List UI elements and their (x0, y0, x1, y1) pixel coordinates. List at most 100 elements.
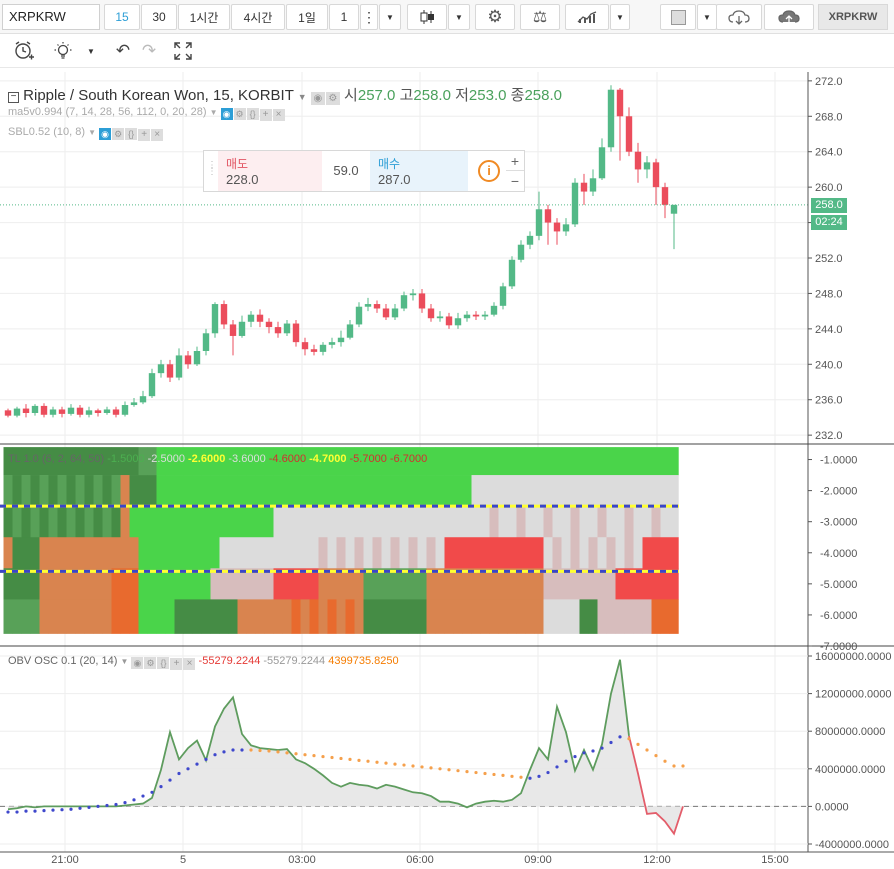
indicators-dropdown-icon[interactable]: ▼ (610, 4, 630, 30)
alert-clock-icon[interactable] (4, 38, 44, 64)
heatmap-cell (318, 599, 328, 634)
candle-body (274, 327, 282, 334)
heatmap-cell (462, 599, 472, 634)
candle-body (337, 337, 345, 343)
interval-1h-button[interactable]: 1시간 (178, 4, 230, 30)
exchange-tag[interactable]: XRPKRW (818, 4, 888, 30)
undo-arrow-icon[interactable]: ↶ (115, 41, 131, 60)
ma-add-icon[interactable]: + (259, 109, 272, 121)
sbl-source-icon[interactable]: {} (125, 128, 138, 140)
heatmap-cell (336, 568, 346, 600)
candle-body (4, 410, 12, 416)
sell-button[interactable]: 매도 228.0 (218, 151, 322, 191)
interval-30-button[interactable]: 30 (141, 4, 177, 30)
settings-icon[interactable]: ⚙ (325, 92, 340, 105)
heatmap-cell (417, 475, 427, 507)
theme-dropdown-icon[interactable]: ▼ (87, 46, 95, 56)
buy-button[interactable]: 매수 287.0 (370, 151, 468, 191)
sbl-eye-icon[interactable]: ◉ (99, 128, 112, 140)
heatmap-cell (453, 568, 463, 600)
heatmap-cell (255, 475, 265, 507)
heatmap-cell (435, 506, 445, 538)
obv-eye-icon[interactable]: ◉ (131, 657, 144, 669)
redo-arrow-icon[interactable]: ↷ (141, 41, 157, 60)
signal-dot (483, 771, 487, 776)
indicators-icon[interactable] (565, 4, 609, 30)
collapse-icon[interactable]: − (8, 92, 19, 103)
sbl-settings-icon[interactable]: ⚙ (112, 128, 125, 140)
obv-value: -55279.2244 (198, 655, 264, 667)
qty-minus-button[interactable]: − (510, 173, 520, 189)
heatmap-cell (93, 506, 103, 538)
obv-source-icon[interactable]: {} (157, 657, 170, 669)
cloud-download-icon[interactable] (716, 4, 762, 30)
fullscreen-icon[interactable] (168, 38, 198, 64)
ma-legend[interactable]: ma5v0.994 (7, 14, 28, 56, 112, 0, 20, 28… (8, 106, 285, 121)
interval-15-button[interactable]: 15 (104, 4, 140, 30)
signal-dot (159, 785, 163, 789)
signal-dot (627, 737, 631, 741)
interval-dropdown-icon[interactable]: ▼ (379, 4, 401, 30)
ma-eye-icon[interactable]: ◉ (220, 108, 233, 120)
candle-body (121, 405, 129, 415)
heatmap-cell (75, 447, 85, 476)
price-tick-label: 268.0 (815, 111, 843, 123)
heatmap-cell (435, 475, 445, 507)
visibility-eye-icon[interactable]: ◉ (310, 92, 325, 105)
heatmap-cell (435, 599, 445, 634)
signal-dot (564, 759, 568, 763)
interval-4h-button[interactable]: 4시간 (231, 4, 285, 30)
heatmap-cell (408, 568, 418, 600)
drag-handle-icon[interactable]: ⋮ ⋮ (207, 160, 217, 177)
heatmap-cell (633, 506, 643, 538)
tl-legend[interactable]: TL 1.0 (6, 2, 64, 50) -1.5000 -2.5000 -2… (8, 453, 427, 465)
close-value: 258.0 (524, 87, 562, 104)
settings-gear-icon[interactable]: ⚙ (475, 4, 515, 30)
interval-custom-button[interactable]: 1 (329, 4, 359, 30)
sbl-legend[interactable]: SBL0.52 (10, 8) ▼ ◉ ⚙{} + × (8, 126, 164, 141)
heatmap-cell (138, 568, 148, 600)
compare-scale-icon[interactable]: ⚖ (520, 4, 560, 30)
ma-settings-icon[interactable]: ⚙ (233, 108, 246, 120)
obv-close-icon[interactable]: × (183, 658, 196, 670)
candle-style-dropdown-icon[interactable]: ▼ (448, 4, 470, 30)
heatmap-cell (390, 537, 400, 569)
heatmap-cell (12, 537, 22, 569)
heatmap-cell (480, 506, 490, 538)
heatmap-cell (399, 599, 409, 634)
heatmap-cell (543, 568, 553, 600)
heatmap-cell (57, 475, 67, 507)
more-intervals-icon[interactable]: ⋮ (360, 4, 378, 30)
obv-legend[interactable]: OBV OSC 0.1 (20, 14) ▼ ◉ ⚙{} + × -55279.224… (8, 655, 399, 670)
theme-lightbulb-icon[interactable] (48, 38, 78, 64)
symbol-input[interactable]: XRPKRW (2, 4, 100, 30)
candle-style-icon[interactable] (407, 4, 447, 30)
heatmap-cell (480, 568, 490, 600)
candle-body (553, 222, 561, 232)
heatmap-cell (273, 568, 283, 600)
heatmap-cell (669, 475, 679, 507)
ma-close-icon[interactable]: × (272, 109, 285, 121)
qty-plus-button[interactable]: + (506, 152, 524, 171)
sbl-add-icon[interactable]: + (138, 129, 151, 141)
heatmap-cell (66, 475, 76, 507)
heatmap-cell (327, 599, 337, 634)
interval-1d-button[interactable]: 1일 (286, 4, 328, 30)
heatmap-cell (336, 506, 346, 538)
heatmap-cell (597, 475, 607, 507)
obv-add-icon[interactable]: + (170, 658, 183, 670)
signal-dot (105, 803, 109, 808)
candle-body (625, 116, 633, 152)
heatmap-cell (201, 599, 211, 634)
heatmap-cell (615, 568, 625, 600)
heatmap-cell (183, 475, 193, 507)
info-icon[interactable]: i (478, 160, 500, 182)
ma-source-icon[interactable]: {} (246, 108, 259, 120)
cloud-upload-icon[interactable] (764, 4, 814, 30)
chart-properties-icon[interactable] (660, 4, 696, 30)
obv-settings-icon[interactable]: ⚙ (144, 657, 157, 669)
symbol-title[interactable]: Ripple / South Korean Won, 15, KORBIT (23, 87, 294, 104)
heatmap-cell (138, 599, 148, 634)
sbl-close-icon[interactable]: × (151, 129, 164, 141)
